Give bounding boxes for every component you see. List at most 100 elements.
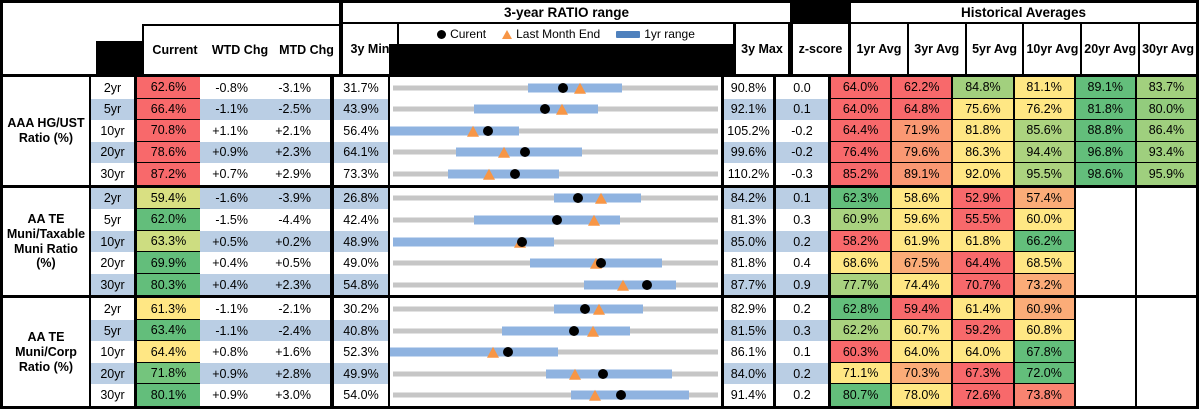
wtd-chg-cell: -1.1% [200, 319, 268, 342]
avg-column-header: 5yr Avg [966, 24, 1023, 74]
avg-value-cell [1075, 252, 1135, 274]
avg-value-cell: 57.4% [1014, 187, 1074, 210]
avg-value-cell: 58.6% [892, 187, 952, 210]
z-score-cell: -0.3 [776, 163, 831, 185]
range-chart-cell [390, 120, 724, 142]
change-columns-header-box: Current WTD Chg MTD Chg [142, 24, 339, 74]
range-chart-cell [390, 163, 724, 185]
tenor-cell: 2yr [91, 77, 137, 99]
tenor-cell: 2yr [91, 187, 137, 210]
current-dot-icon [551, 214, 562, 225]
3y-max-cell: 84.2% [724, 187, 776, 210]
range-chart-cell [390, 362, 724, 385]
range-track [393, 128, 718, 134]
historical-averages-title: Historical Averages [851, 3, 1196, 24]
3y-min-cell: 54.0% [334, 384, 390, 406]
avg-value-cell: 61.4% [953, 298, 1013, 320]
chart-legend: Curent Last Month End 1yr range [399, 24, 733, 44]
avg-cells: 77.7% 74.4% 70.7% 73.2% [831, 273, 1197, 296]
last-month-end-triangle-icon [574, 82, 587, 94]
avg-value-cell: 93.4% [1136, 141, 1197, 164]
avg-value-cell: 79.6% [892, 141, 952, 164]
avg-value-cell: 73.2% [1014, 273, 1074, 296]
3y-max-cell: 92.1% [724, 98, 776, 121]
row-group: AA TE Muni/Corp Ratio (%) 2yr 61.3% -1.1% -2… [3, 298, 1197, 407]
last-month-triangle-icon [502, 29, 513, 39]
3y-min-cell: 64.1% [334, 141, 390, 164]
table-row: 2yr 59.4% -1.6% -3.9% 26.8% 84.2% 0.1 62.3% 58.6… [91, 187, 1197, 210]
range-section-title: 3-year RATIO range [343, 3, 790, 24]
avg-value-cell: 89.1% [892, 163, 952, 185]
avg-value-cell [1136, 384, 1197, 406]
z-score-column: z-score [793, 3, 848, 74]
group-label: AAA HG/UST Ratio (%) [3, 77, 91, 185]
3y-max-cell: 91.4% [724, 384, 776, 406]
z-score-cell: 0.1 [776, 341, 831, 363]
wtd-chg-cell: +0.9% [200, 362, 268, 385]
avg-value-cell: 59.2% [953, 319, 1013, 342]
avg-value-cell: 60.9% [1014, 298, 1074, 320]
range-chart-cell [390, 187, 724, 210]
tenor-cell: 10yr [91, 341, 137, 363]
current-value-cell: 61.3% [137, 298, 200, 320]
one-year-range-bar [584, 280, 676, 290]
avg-value-cell: 64.0% [953, 341, 1013, 363]
current-dot-icon [580, 304, 591, 315]
mtd-chg-cell: -2.4% [268, 319, 334, 342]
tenor-cell: 20yr [91, 362, 137, 385]
last-month-end-triangle-icon [467, 125, 480, 137]
avg-value-cell: 68.6% [831, 252, 891, 274]
group-label: AA TE Muni/Corp Ratio (%) [3, 298, 91, 407]
row-group: AA TE Muni/Taxable Muni Ratio (%) 2yr 59.4… [3, 187, 1197, 296]
legend-black-bar [389, 44, 733, 74]
avg-value-cell [1136, 341, 1197, 363]
range-track [393, 239, 718, 244]
avg-value-cell: 71.1% [831, 362, 891, 385]
avg-value-cell: 62.3% [831, 187, 891, 210]
z-score-cell: -0.2 [776, 120, 831, 142]
avg-value-cell: 96.8% [1075, 141, 1135, 164]
3y-max-cell: 82.9% [724, 298, 776, 320]
historical-averages-section: Historical Averages 1yr Avg 3yr Avg 5yr Av… [851, 3, 1196, 74]
3y-max-column-header: 3y Max [736, 24, 788, 74]
wtd-chg-cell: +0.8% [200, 341, 268, 363]
one-year-range-bar [448, 169, 560, 179]
legend-label-last-month: Last Month End [516, 27, 601, 41]
divider [733, 24, 736, 74]
table-row: 2yr 61.3% -1.1% -2.1% 30.2% 82.9% 0.2 62.8% 59.4… [91, 298, 1197, 320]
wtd-chg-cell: +0.4% [200, 252, 268, 274]
range-chart-cell [390, 273, 724, 296]
avg-value-cell: 86.4% [1136, 120, 1197, 142]
last-month-end-triangle-icon [497, 147, 510, 159]
range-chart-cell [390, 319, 724, 342]
tenor-cell: 30yr [91, 384, 137, 406]
3y-max-cell: 81.3% [724, 209, 776, 231]
current-dot-icon [595, 258, 606, 269]
avg-cells: 60.9% 59.6% 55.5% 60.0% [831, 209, 1197, 231]
tenor-cell: 5yr [91, 319, 137, 342]
current-value-cell: 80.3% [137, 273, 200, 296]
avg-value-cell [1136, 230, 1197, 253]
avg-value-cell: 55.5% [953, 209, 1013, 231]
avg-cells: 76.4% 79.6% 86.3% 94.4% 96.8% 93.4% [831, 141, 1197, 164]
wtd-chg-cell: +0.9% [200, 384, 268, 406]
current-value-cell: 80.1% [137, 384, 200, 406]
avg-value-cell [1075, 187, 1135, 210]
z-score-cell: 0.3 [776, 319, 831, 342]
3y-min-cell: 30.2% [334, 298, 390, 320]
divider [790, 3, 793, 74]
avg-value-cell: 67.3% [953, 362, 1013, 385]
current-value-cell: 69.9% [137, 252, 200, 274]
tenor-cell: 5yr [91, 209, 137, 231]
z-score-cell: 0.2 [776, 384, 831, 406]
avg-value-cell: 64.4% [831, 120, 891, 142]
legend-item-range: 1yr range [616, 27, 695, 41]
current-value-cell: 63.4% [137, 319, 200, 342]
one-year-range-bar [546, 369, 672, 379]
avg-cells: 60.3% 64.0% 64.0% 67.8% [831, 341, 1197, 363]
mtd-chg-cell: +2.9% [268, 163, 334, 185]
3y-min-cell: 40.8% [334, 319, 390, 342]
avg-value-cell: 85.6% [1014, 120, 1074, 142]
wtd-chg-cell: +0.9% [200, 141, 268, 164]
avg-value-cell: 95.5% [1014, 163, 1074, 185]
